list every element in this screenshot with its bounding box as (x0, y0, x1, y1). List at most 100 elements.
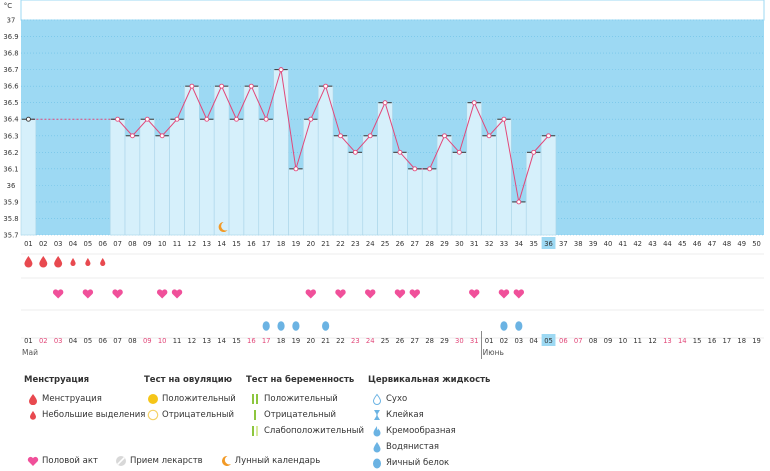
calendar-date-label: 02 (500, 337, 509, 345)
temperature-bar (243, 85, 260, 236)
data-point (234, 116, 239, 122)
temperature-bar (436, 135, 453, 236)
calendar-date-label: 13 (202, 337, 211, 345)
drop-red-icon (39, 256, 48, 268)
calendar-date-label: 05 (84, 337, 93, 345)
y-tick-label: 36.4 (3, 116, 18, 124)
data-point (308, 116, 314, 122)
temperature-bar (139, 118, 156, 236)
y-tick-label: 36.8 (3, 50, 18, 58)
calendar-date-label: 18 (737, 337, 746, 345)
data-point (352, 149, 358, 155)
egg-white-icon (500, 321, 508, 331)
egg-white-icon (277, 321, 285, 331)
data-point (516, 199, 522, 205)
temperature-bar (124, 135, 141, 236)
calendar-date-label: 11 (173, 337, 182, 345)
y-tick-label: 36.7 (3, 66, 18, 74)
temperature-bar (317, 85, 334, 236)
legend-label: Половой акт (42, 456, 98, 466)
y-tick-label: 36.1 (3, 165, 18, 173)
legend-label: Кремообразная (386, 426, 456, 436)
calendar-date-label: 08 (128, 337, 137, 345)
calendar-date-label: 01 (485, 337, 494, 345)
cycle-day-label: 09 (143, 240, 152, 248)
current-date-highlight (541, 334, 556, 346)
heart-icon (305, 289, 317, 299)
temperature-bar (332, 135, 349, 236)
calendar-date-label: 10 (619, 337, 628, 345)
calendar-date-label: 09 (604, 337, 613, 345)
cycle-day-label: 48 (723, 240, 732, 248)
temperature-bar (421, 168, 438, 236)
calendar-date-label: 12 (648, 337, 657, 345)
pill-icon (112, 455, 130, 467)
cycle-day-label: 19 (292, 240, 301, 248)
legend-label: Лунный календарь (234, 456, 321, 466)
data-point (263, 116, 269, 122)
temperature-bar (288, 168, 304, 236)
cycle-day-label: 25 (381, 240, 390, 248)
heart-icon (513, 289, 525, 299)
two-lines-icon (246, 393, 264, 405)
calendar-date-label: 21 (321, 337, 330, 345)
temperature-bar (362, 135, 378, 236)
heart-icon (394, 289, 406, 299)
heart-icon (52, 289, 64, 299)
legend-item: Кремообразная (368, 423, 490, 439)
cycle-day-label: 15 (232, 240, 241, 248)
temperature-bar (525, 152, 542, 236)
data-point (278, 67, 284, 73)
legend-pregnancy: Тест на беременность Положительный Отриц… (246, 375, 364, 439)
legend-item: Лунный календарь (217, 453, 321, 469)
legend-item: Отрицательный (246, 407, 364, 423)
y-tick-label: 36.6 (3, 83, 18, 91)
legend-item: Половой акт (24, 453, 98, 469)
legend-label: Положительный (162, 394, 236, 404)
calendar-date-label: 16 (247, 337, 256, 345)
heart-icon (82, 289, 94, 299)
cycle-day-label: 10 (158, 240, 167, 248)
temperature-bar (347, 152, 364, 236)
legend-title: Менструация (24, 375, 90, 385)
calendar-date-label: 04 (69, 337, 78, 345)
cycle-day-label: 49 (737, 240, 746, 248)
calendar-date-label: 28 (425, 337, 434, 345)
cycle-day-label: 29 (440, 240, 449, 248)
watery-icon (368, 441, 386, 453)
legend-item: Прием лекарств (112, 453, 203, 469)
temperature-bar (392, 152, 408, 236)
moon-icon (217, 455, 235, 467)
temperature-bar (20, 118, 37, 236)
cycle-day-label: 13 (202, 240, 211, 248)
temperature-bar (213, 85, 230, 236)
temperature-bar (199, 118, 215, 236)
data-point (204, 116, 210, 122)
legend-item: Менструация (24, 391, 145, 407)
temperature-bar (407, 168, 423, 236)
calendar-date-label: 12 (188, 337, 197, 345)
heart-icon (409, 289, 421, 299)
cycle-day-label: 39 (589, 240, 598, 248)
cycle-day-label: 44 (663, 240, 672, 248)
data-point (115, 116, 121, 122)
legend-label: Прием лекарств (129, 456, 203, 466)
legend-label: Отрицательный (162, 410, 234, 420)
y-tick-label: 36.2 (3, 149, 18, 157)
y-tick-label: 36.5 (3, 99, 18, 107)
cycle-day-label: 07 (113, 240, 122, 248)
data-point (531, 149, 537, 155)
egg-white-icon (515, 321, 523, 331)
cycle-day-label: 06 (98, 240, 107, 248)
cycle-day-label: 27 (410, 240, 419, 248)
calendar-date-label: 17 (723, 337, 732, 345)
data-point (248, 83, 254, 89)
temperature-bar (540, 135, 557, 236)
data-point (382, 100, 388, 106)
egg-white-icon (292, 321, 300, 331)
data-point (367, 133, 373, 139)
cycle-day-label: 11 (173, 240, 182, 248)
drop-small-red-icon (70, 258, 76, 266)
one-line-icon (246, 409, 264, 421)
cycle-day-label: 46 (693, 240, 702, 248)
